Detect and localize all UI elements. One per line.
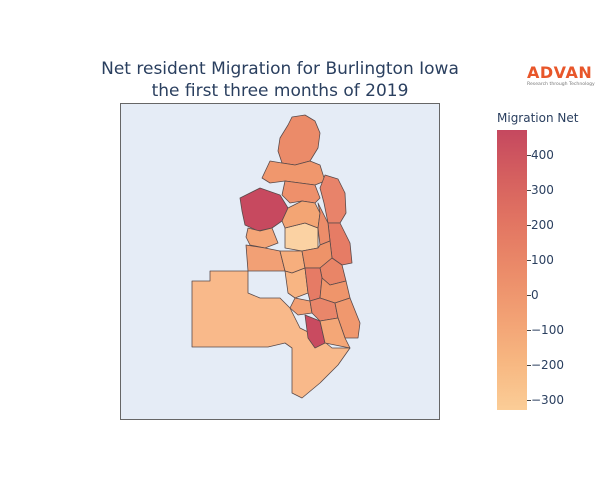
colorbar-tick: 0 — [531, 287, 539, 302]
region-lower-a[interactable] — [284, 267, 309, 299]
colorbar-tick: −200 — [531, 357, 564, 372]
region-center-pale[interactable] — [284, 222, 319, 252]
title-line-2: the first three months of 2019 — [151, 81, 409, 101]
colorbar-title: Migration Net — [497, 111, 579, 125]
region-lower-b[interactable] — [304, 267, 323, 302]
colorbar-tick-mark — [527, 154, 531, 156]
colorbar-tick-mark — [527, 399, 531, 401]
colorbar-tick: −300 — [531, 392, 564, 407]
region-northwest-hotspot[interactable] — [239, 187, 289, 232]
region-west-b[interactable] — [245, 244, 286, 272]
region-south-hotspot[interactable] — [304, 314, 326, 349]
colorbar-tick-mark — [527, 364, 531, 366]
logo-tagline: Research through Technology — [527, 82, 595, 87]
colorbar-tick: 400 — [531, 147, 554, 162]
title-line-1: Net resident Migration for Burlington Io… — [101, 59, 459, 79]
choropleth-map — [191, 114, 361, 399]
region-southwest[interactable] — [191, 270, 351, 399]
region-west-a[interactable] — [245, 227, 279, 249]
colorbar-tick: 300 — [531, 182, 554, 197]
advan-logo: ADVAN Research through Technology — [527, 63, 595, 88]
colorbar-tick-mark — [527, 259, 531, 261]
region-north-tip[interactable] — [277, 114, 321, 166]
region-north-upper[interactable] — [261, 160, 326, 186]
colorbar-tick-mark — [527, 329, 531, 331]
colorbar-tick: −100 — [531, 322, 564, 337]
colorbar-tick-mark — [527, 294, 531, 296]
colorbar-tick: 200 — [531, 217, 554, 232]
map-title: Net resident Migration for Burlington Io… — [60, 58, 500, 102]
region-south-c[interactable] — [319, 317, 351, 349]
colorbar-tick-mark — [527, 189, 531, 191]
colorbar-tick: 100 — [531, 252, 554, 267]
region-center-north[interactable] — [281, 200, 321, 229]
region-south-a[interactable] — [289, 297, 313, 316]
colorbar — [497, 130, 527, 410]
logo-wordmark: ADVAN — [527, 63, 593, 82]
colorbar-tick-mark — [527, 224, 531, 226]
